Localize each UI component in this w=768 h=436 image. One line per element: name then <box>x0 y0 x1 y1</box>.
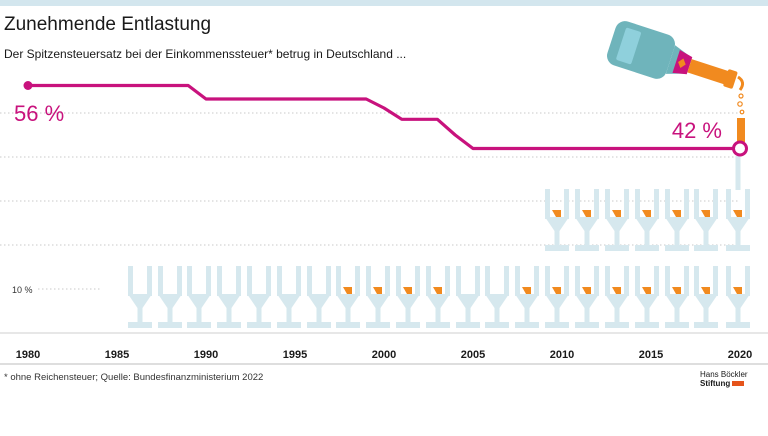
champagne-glass-icon <box>545 266 569 328</box>
champagne-glass-icon <box>635 189 659 251</box>
champagne-glass-icon <box>187 266 211 328</box>
x-tick-label: 2020 <box>728 349 752 361</box>
champagne-glass-icon <box>366 266 390 328</box>
series-layer <box>23 81 748 157</box>
champagne-glass-icon <box>545 189 569 251</box>
champagne-glass-icon <box>128 266 152 328</box>
x-tick-label: 2005 <box>461 349 485 361</box>
champagne-glass-icon <box>277 266 301 328</box>
champagne-glass-icon <box>247 266 271 328</box>
logo-mark-icon <box>732 381 745 387</box>
x-tick-label: 2010 <box>550 349 574 361</box>
champagne-glass-icon <box>575 266 599 328</box>
page-subtitle: Der Spitzensteuersatz bei der Einkommens… <box>4 47 407 61</box>
champagne-glass-icon <box>426 266 450 328</box>
champagne-glass-icon <box>726 189 750 251</box>
logo-line-2-text: Stiftung <box>700 379 731 388</box>
champagne-glass-icon <box>217 266 241 328</box>
glasses-layer <box>128 156 750 328</box>
champagne-glass-icon <box>605 189 629 251</box>
logo-line-1: Hans Böckler <box>700 370 748 379</box>
page-title: Zunehmende Entlastung <box>4 14 212 35</box>
champagne-glass-icon <box>605 266 629 328</box>
series-line <box>28 83 740 151</box>
champagne-glass-icon <box>665 189 689 251</box>
y-tick-label: 10 % <box>12 285 33 295</box>
hans-boeckler-logo: Hans Böckler Stiftung <box>700 370 764 388</box>
champagne-glass-icon <box>336 266 360 328</box>
end-point <box>732 140 748 157</box>
logo-line-2: Stiftung <box>700 379 764 388</box>
champagne-glass-icon <box>456 266 480 328</box>
champagne-glass-icon <box>515 266 539 328</box>
source-footnote: * ohne Reichensteuer; Quelle: Bundesfina… <box>4 372 264 383</box>
x-tick-label: 1990 <box>194 349 218 361</box>
champagne-glass-icon <box>726 266 750 328</box>
x-tick-label: 1995 <box>283 349 307 361</box>
end-value-label: 42 % <box>672 118 722 143</box>
top-accent-bar <box>0 0 768 6</box>
labels-layer: 56 % 42 % 10 % 1980 1985 1990 1995 2000 2005 2010… <box>12 101 752 361</box>
start-point <box>23 81 33 90</box>
champagne-glass-icon <box>158 266 182 328</box>
champagne-glass-icon <box>694 266 718 328</box>
champagne-glass-icon <box>485 266 509 328</box>
champagne-bottle-icon <box>607 21 745 142</box>
champagne-glass-icon <box>307 266 331 328</box>
x-tick-label: 2015 <box>639 349 663 361</box>
x-tick-label: 1980 <box>16 349 40 361</box>
champagne-glass-icon <box>665 266 689 328</box>
champagne-glass-icon <box>694 189 718 251</box>
champagne-glass-icon <box>575 189 599 251</box>
x-tick-label: 1985 <box>105 349 129 361</box>
champagne-glass-icon <box>635 266 659 328</box>
start-value-label: 56 % <box>14 101 64 126</box>
champagne-glass-icon <box>396 266 420 328</box>
x-tick-label: 2000 <box>372 349 396 361</box>
